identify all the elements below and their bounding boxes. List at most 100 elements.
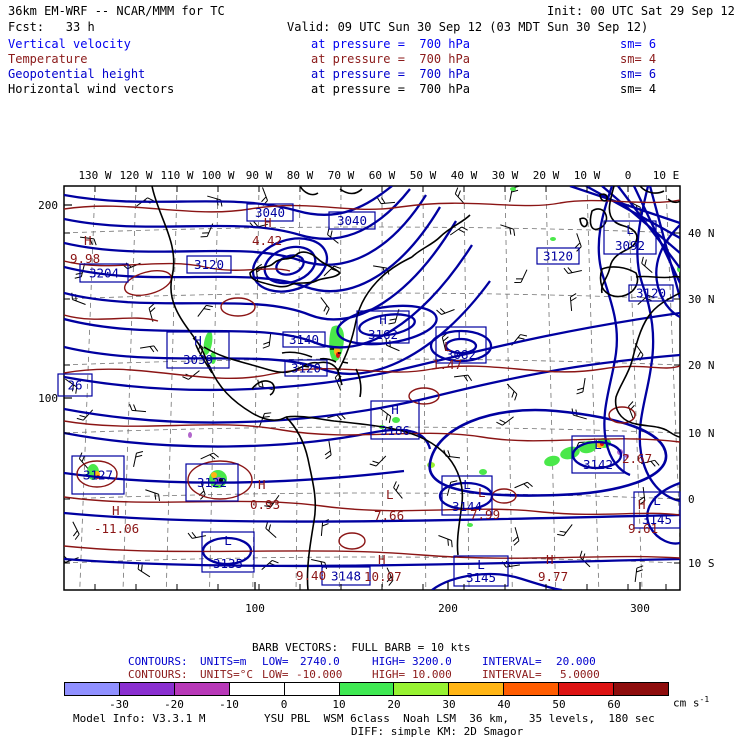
temperature-label: H xyxy=(378,552,386,567)
svg-text:20 W: 20 W xyxy=(533,169,560,182)
interval-value: 5.0000 xyxy=(560,668,600,681)
temperature-contours xyxy=(64,199,680,559)
temperature-label: H xyxy=(258,477,266,492)
field-name-temperature: Temperature xyxy=(8,52,88,66)
colorbar-cell xyxy=(339,683,395,695)
height-label: 3148 xyxy=(321,566,371,586)
svg-text:200: 200 xyxy=(38,199,58,212)
svg-text:100: 100 xyxy=(38,392,58,405)
svg-text:3186: 3186 xyxy=(380,423,410,438)
field-smoothing: sm= 4 xyxy=(620,52,657,66)
svg-text:300: 300 xyxy=(630,602,650,615)
svg-text:3204: 3204 xyxy=(89,266,119,281)
valid-time: Valid: 09 UTC Sun 30 Sep 12 (03 MDT Sun … xyxy=(287,20,649,34)
svg-text:100 W: 100 W xyxy=(201,169,234,182)
field-name-wind-vectors: Horizontal wind vectors xyxy=(8,82,175,96)
svg-text:3148: 3148 xyxy=(331,569,361,584)
colorbar-cell xyxy=(119,683,175,695)
temperature-label: 1.47 xyxy=(432,357,462,372)
svg-text:200: 200 xyxy=(438,602,458,615)
svg-text:0: 0 xyxy=(625,169,632,182)
field-level: at pressure = 700 hPa xyxy=(311,37,470,51)
field-smoothing: sm= 6 xyxy=(620,67,657,81)
svg-text:3120: 3120 xyxy=(291,361,321,376)
high-label: HIGH= xyxy=(372,668,406,681)
units: UNITS=°C xyxy=(200,668,253,681)
svg-text:120 W: 120 W xyxy=(119,169,152,182)
svg-text:3140: 3140 xyxy=(289,332,319,347)
colorbar-cell xyxy=(174,683,230,695)
svg-text:3145: 3145 xyxy=(642,512,672,527)
units: UNITS=m xyxy=(200,655,247,668)
interval-value: 20.000 xyxy=(556,655,596,668)
svg-text:10 S: 10 S xyxy=(688,557,715,570)
height-label: 3127 xyxy=(71,455,125,495)
colorbar-cell xyxy=(394,683,450,695)
temperature-label: 0.93 xyxy=(250,497,280,512)
colorbar-tick-label: -10 xyxy=(219,698,239,711)
svg-text:80 W: 80 W xyxy=(287,169,314,182)
svg-text:30 N: 30 N xyxy=(688,293,715,306)
svg-text:3040: 3040 xyxy=(255,205,285,220)
colorbar-cell xyxy=(504,683,560,695)
svg-text:3122: 3122 xyxy=(197,475,227,490)
low-value: 2740.0 xyxy=(300,655,340,668)
svg-text:10 W: 10 W xyxy=(574,169,601,182)
height-label: 3120 xyxy=(536,247,580,265)
temperature-label: 10.07 xyxy=(364,569,402,584)
low-label: LOW= xyxy=(262,655,289,668)
height-label: 3204 xyxy=(79,263,129,283)
model-physics: YSU PBL WSM 6class Noah LSM 36 km, 35 le… xyxy=(264,712,655,725)
field-level: at pressure = 700 hPa xyxy=(311,67,470,81)
field-smoothing: sm= 6 xyxy=(620,37,657,51)
svg-text:L: L xyxy=(224,533,232,548)
svg-text:90 W: 90 W xyxy=(246,169,273,182)
svg-text:40 N: 40 N xyxy=(688,227,715,240)
svg-text:60 W: 60 W xyxy=(369,169,396,182)
temperature-label: L xyxy=(444,339,452,354)
svg-text:3092: 3092 xyxy=(615,238,645,253)
height-label: H 3039 xyxy=(166,331,230,369)
height-label: 3120 xyxy=(628,284,674,302)
temperature-label: H xyxy=(546,552,554,567)
temperature-label: H xyxy=(638,497,646,512)
svg-text:3145: 3145 xyxy=(466,570,496,585)
svg-text:3162: 3162 xyxy=(368,327,398,342)
svg-text:3040: 3040 xyxy=(337,213,367,228)
temperature-label: 2.67 xyxy=(622,451,652,466)
svg-text:L: L xyxy=(594,437,602,452)
svg-text:70 W: 70 W xyxy=(328,169,355,182)
colorbar-cell xyxy=(229,683,285,695)
svg-text:3120: 3120 xyxy=(636,286,666,301)
svg-text:10 N: 10 N xyxy=(688,427,715,440)
colorbar-cell xyxy=(559,683,615,695)
colorbar-cell xyxy=(449,683,505,695)
height-label: L 3142 xyxy=(571,435,625,474)
temperature-label: L xyxy=(386,487,394,502)
low-label: LOW= xyxy=(262,668,289,681)
temperature-label-layer: H 4.42 H 9.98 L 1.47 H -11.06 H 0.93 L 7.66 L 7.99 2.6… xyxy=(70,215,658,584)
forecast-hour: Fcst: 33 h xyxy=(8,20,95,34)
barb-legend: BARB VECTORS: FULL BARB = 10 kts xyxy=(252,641,471,654)
low-value: -10.000 xyxy=(296,668,343,681)
field-name-geopotential-height: Geopotential height xyxy=(8,67,146,81)
svg-text:130 W: 130 W xyxy=(78,169,111,182)
field-level: at pressure = 700 hPa xyxy=(311,82,470,96)
colorbar-tick-label: 10 xyxy=(332,698,346,711)
height-contour-legend-label: CONTOURS: xyxy=(128,655,188,668)
high-value: 3200.0 xyxy=(412,655,452,668)
colorbar-tick-label: 20 xyxy=(387,698,401,711)
axis-labels: 130 W 120 W 110 W 100 W 90 W 80 W 70 W 60 W 50 W… xyxy=(38,169,714,615)
temperature-label: H xyxy=(84,233,92,248)
temperature-label: 4.42 xyxy=(252,233,282,248)
temperature-label: 9.77 xyxy=(538,569,568,584)
temperature-label: 9.98 xyxy=(70,251,100,266)
field-level: at pressure = 700 hPa xyxy=(311,52,470,66)
model-version: Model Info: V3.3.1 M xyxy=(73,712,206,725)
